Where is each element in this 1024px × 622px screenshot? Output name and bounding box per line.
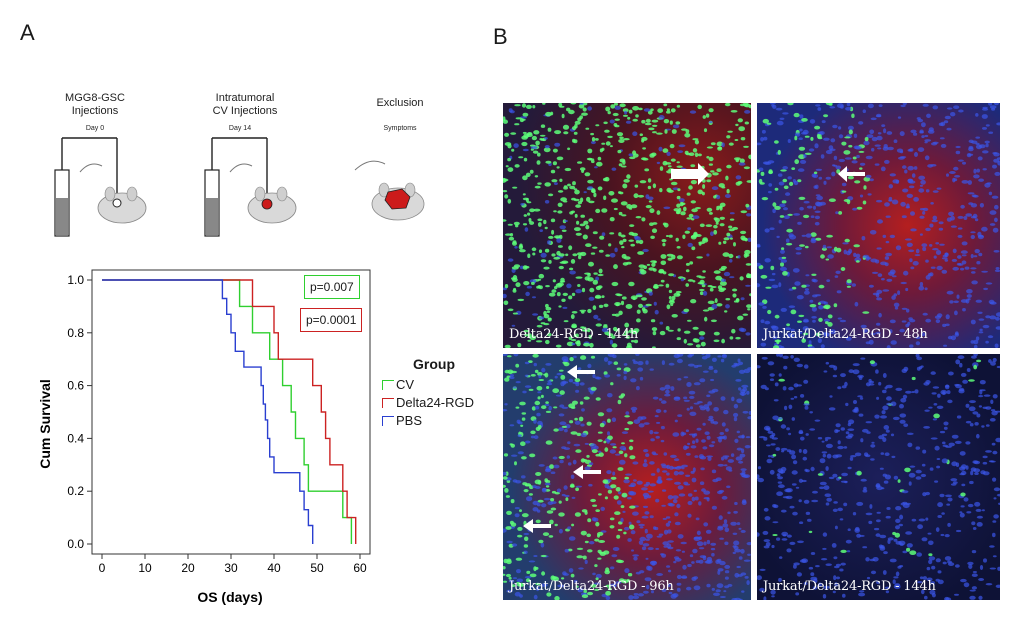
cell-dots bbox=[503, 354, 751, 600]
x-tick-label: 20 bbox=[181, 561, 195, 575]
mouse-icon bbox=[79, 163, 147, 224]
micrograph-label: Jurkat/Delta24-RGD - 96h bbox=[509, 579, 674, 594]
micrograph-label: Jurkat/Delta24-RGD - 48h bbox=[763, 327, 928, 342]
micrograph-2: Jurkat/Delta24-RGD - 48h bbox=[757, 103, 1000, 348]
step-1-title: MGG8-GSC Injections bbox=[65, 92, 125, 117]
legend-item-delta24: Delta24-RGD bbox=[382, 395, 474, 410]
micrograph-label: Jurkat/Delta24-RGD - 144h bbox=[763, 579, 936, 594]
micrograph-grid: Delta24-RGD - 144h Jurkat/Delta24-RGD - … bbox=[503, 103, 1000, 600]
step-2-day: Day 14 bbox=[228, 125, 252, 132]
survival-chart: 0 10 20 30 40 50 60 0.0 0.2 0.4 0.6 0.8 1.0 OS (days… bbox=[37, 269, 371, 605]
step-2-title: Intratumoral CV Injections bbox=[212, 92, 278, 117]
x-tick-label: 0 bbox=[99, 561, 106, 575]
y-tick-label: 0.0 bbox=[67, 537, 84, 551]
legend-swatch-cv bbox=[382, 379, 394, 390]
x-tick-label: 30 bbox=[224, 561, 238, 575]
arrow-icon bbox=[567, 365, 595, 379]
experiment-schematic bbox=[54, 137, 425, 237]
series-line-delta24-rgd bbox=[102, 279, 357, 544]
panel-label-a: A bbox=[20, 20, 35, 45]
legend-swatch-delta24 bbox=[382, 397, 394, 408]
cell-dots bbox=[503, 103, 751, 348]
step-3-title: Exclusion bbox=[376, 97, 424, 109]
arrow-icon bbox=[523, 519, 551, 533]
step-1-day: Day 0 bbox=[85, 125, 105, 132]
arrow-icon bbox=[671, 163, 709, 185]
y-tick-label: 0.6 bbox=[67, 379, 84, 393]
y-axis-label: Cum Survival bbox=[37, 379, 53, 468]
p-value-delta24: p=0.0001 bbox=[300, 308, 363, 332]
p-value-cv: p=0.007 bbox=[304, 275, 360, 299]
y-tick-label: 0.2 bbox=[67, 484, 84, 498]
x-tick-label: 10 bbox=[138, 561, 152, 575]
micrograph-1: Delta24-RGD - 144h bbox=[503, 103, 751, 348]
legend-item-cv: CV bbox=[382, 377, 414, 392]
y-tick-label: 0.8 bbox=[67, 326, 84, 340]
legend-item-pbs: PBS bbox=[382, 413, 422, 428]
syringe-icon bbox=[204, 137, 268, 237]
arrow-icon bbox=[838, 166, 865, 182]
x-tick-label: 50 bbox=[310, 561, 324, 575]
step-3-sub: Symptoms bbox=[383, 125, 417, 132]
mouse-icon bbox=[354, 160, 425, 221]
arrow-icon bbox=[573, 465, 601, 479]
micrograph-4: Jurkat/Delta24-RGD - 144h bbox=[757, 354, 1000, 600]
panel-label-b: B bbox=[493, 24, 508, 49]
syringe-icon bbox=[54, 137, 118, 237]
mouse-icon bbox=[229, 163, 297, 224]
x-tick-label: 60 bbox=[353, 561, 367, 575]
cell-dots bbox=[757, 103, 1000, 348]
cell-dots bbox=[757, 354, 1000, 600]
y-tick-label: 0.4 bbox=[67, 431, 84, 445]
x-axis-label: OS (days) bbox=[197, 589, 262, 605]
micrograph-3: Jurkat/Delta24-RGD - 96h bbox=[503, 354, 751, 600]
micrograph-label: Delta24-RGD - 144h bbox=[509, 327, 639, 342]
series-line-cv bbox=[102, 279, 353, 544]
y-tick-label: 1.0 bbox=[67, 273, 84, 287]
legend-swatch-pbs bbox=[382, 415, 394, 426]
legend-title: Group bbox=[413, 356, 455, 372]
series-line-pbs bbox=[102, 279, 314, 544]
x-tick-label: 40 bbox=[267, 561, 281, 575]
